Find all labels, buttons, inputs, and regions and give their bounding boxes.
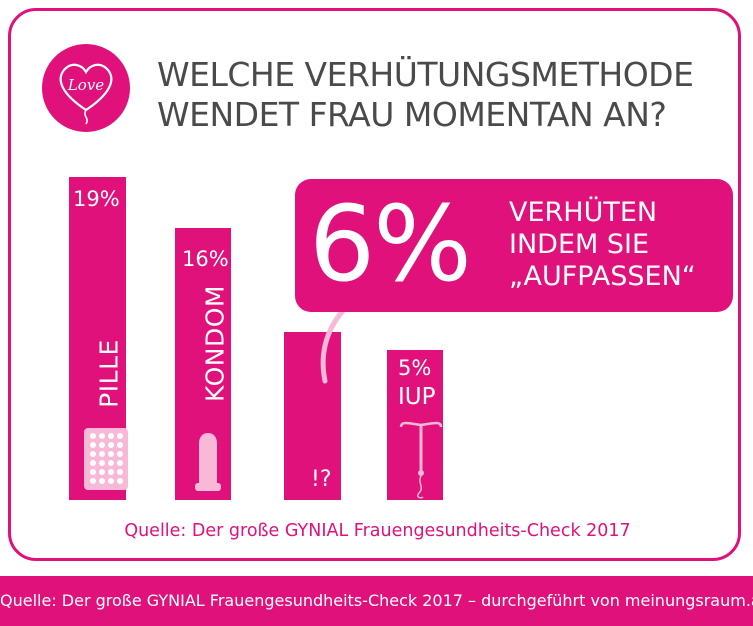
logo-circle: Love — [42, 44, 130, 132]
condom-icon — [195, 433, 221, 491]
callout-line-1: VERHÜTEN — [509, 197, 658, 228]
logo-text: Love — [67, 76, 104, 94]
bar-aufpassen — [284, 332, 341, 500]
callout-text: VERHÜTEN INDEM SIE „AUFPASSEN“ — [509, 197, 696, 293]
callout-line-3: „AUFPASSEN“ — [509, 261, 696, 292]
title-line-1: WELCHE VERHÜTUNGSMETHODE — [157, 55, 694, 94]
callout-box: 6% VERHÜTEN INDEM SIE „AUFPASSEN“ — [295, 179, 733, 312]
bar-label-iup: IUP — [398, 384, 436, 410]
page-title: WELCHE VERHÜTUNGSMETHODE WENDET FRAU MOM… — [157, 55, 694, 135]
bar-label-aufpassen: !? — [311, 467, 332, 492]
value-label-kondom: 16% — [182, 247, 229, 271]
iud-icon — [399, 421, 443, 499]
bar-label-kondom: KONDOM — [200, 285, 230, 402]
footer-text: Quelle: Der große GYNIAL Frauengesundhei… — [0, 591, 753, 610]
callout-percent: 6% — [309, 183, 472, 305]
title-line-2: WENDET FRAU MOMENTAN AN? — [157, 95, 667, 134]
value-label-pille: 19% — [73, 187, 120, 211]
footer-banner: Quelle: Der große GYNIAL Frauengesundhei… — [0, 576, 753, 626]
source-note: Quelle: Der große GYNIAL Frauengesundhei… — [124, 521, 631, 541]
value-label-iup: 5% — [398, 356, 432, 380]
heart-balloon-icon: Love — [59, 63, 113, 125]
pill-pack-icon — [84, 428, 128, 490]
infographic-card: Love WELCHE VERHÜTUNGSMETHODE WENDET FRA… — [8, 8, 741, 561]
bar-label-pille: PILLE — [94, 339, 124, 408]
callout-line-2: INDEM SIE — [509, 229, 650, 260]
